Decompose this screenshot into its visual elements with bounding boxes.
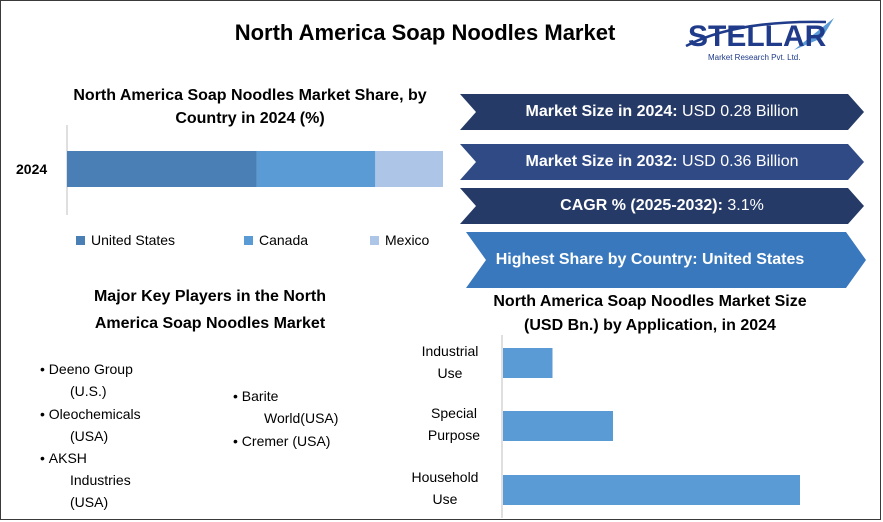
player-aksh-industries: • AKSH Industries (USA) [40, 450, 131, 510]
share-category-label: 2024 [16, 161, 48, 177]
stat-banner-shape-cagr [460, 188, 864, 224]
app-bar-household [503, 475, 800, 505]
stat-market-size-2032: Market Size in 2032: USD 0.36 Billion [525, 153, 799, 170]
legend-item-canada: Canada [244, 232, 308, 248]
app-category-label-special: Special Purpose [427, 405, 481, 443]
stat-banner-shape-2032 [460, 144, 864, 180]
players-title: Major Key Players in the North America S… [93, 288, 327, 332]
page-title: North America Soap Noodles Market [234, 20, 616, 45]
share-bar-united-states [67, 151, 257, 187]
player-oleochemicals: • Oleochemicals (USA) [40, 406, 141, 444]
share-chart-title: North America Soap Noodles Market Share,… [73, 87, 427, 127]
share-bar-mexico [375, 151, 443, 187]
player-barite-world: • Barite World(USA) [233, 388, 339, 426]
stat-cagr: CAGR % (2025-2032): 3.1% [560, 197, 764, 214]
player-cremer: • Cremer (USA) [233, 433, 331, 449]
stellar-logo: STELLAR Market Research Pvt. Ltd. [685, 18, 834, 62]
stat-market-size-2024: Market Size in 2024: USD 0.28 Billion [525, 103, 799, 120]
legend-swatch [370, 235, 379, 245]
stat-highest-share: Highest Share by Country: United States [495, 251, 805, 268]
app-category-label-household: Household Use [411, 469, 479, 507]
stat-banner-shape-2024 [460, 94, 864, 130]
logo-arrow-icon [794, 18, 834, 50]
player-deeno-group: • Deeno Group (U.S.) [40, 361, 133, 399]
legend-label: United States [91, 232, 176, 248]
application-chart-title: North America Soap Noodles Market Size (… [493, 293, 807, 334]
legend-swatch [244, 235, 253, 245]
app-category-label-industrial: Industrial Use [421, 343, 479, 381]
legend-item-mexico: Mexico [370, 232, 429, 248]
legend-label: Mexico [385, 232, 430, 248]
stat-banner-shape-highest [466, 232, 866, 288]
logo-brand: STELLAR [688, 20, 827, 53]
app-bar-industrial [503, 348, 553, 378]
legend-label: Canada [259, 232, 309, 248]
app-bar-special [503, 411, 613, 441]
legend-item-united-states: United States [76, 232, 175, 248]
legend-swatch [76, 235, 85, 245]
share-bar-canada [256, 151, 376, 187]
logo-subtitle: Market Research Pvt. Ltd. [708, 53, 800, 62]
